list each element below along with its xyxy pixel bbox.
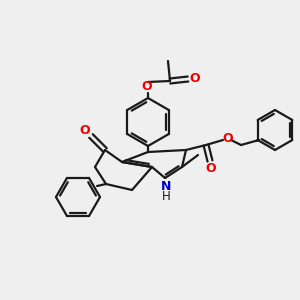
Text: O: O bbox=[80, 124, 90, 137]
Text: O: O bbox=[206, 161, 216, 175]
Text: N: N bbox=[161, 181, 171, 194]
Text: O: O bbox=[142, 80, 152, 94]
Text: O: O bbox=[190, 71, 200, 85]
Text: H: H bbox=[162, 190, 170, 202]
Text: O: O bbox=[223, 133, 233, 146]
